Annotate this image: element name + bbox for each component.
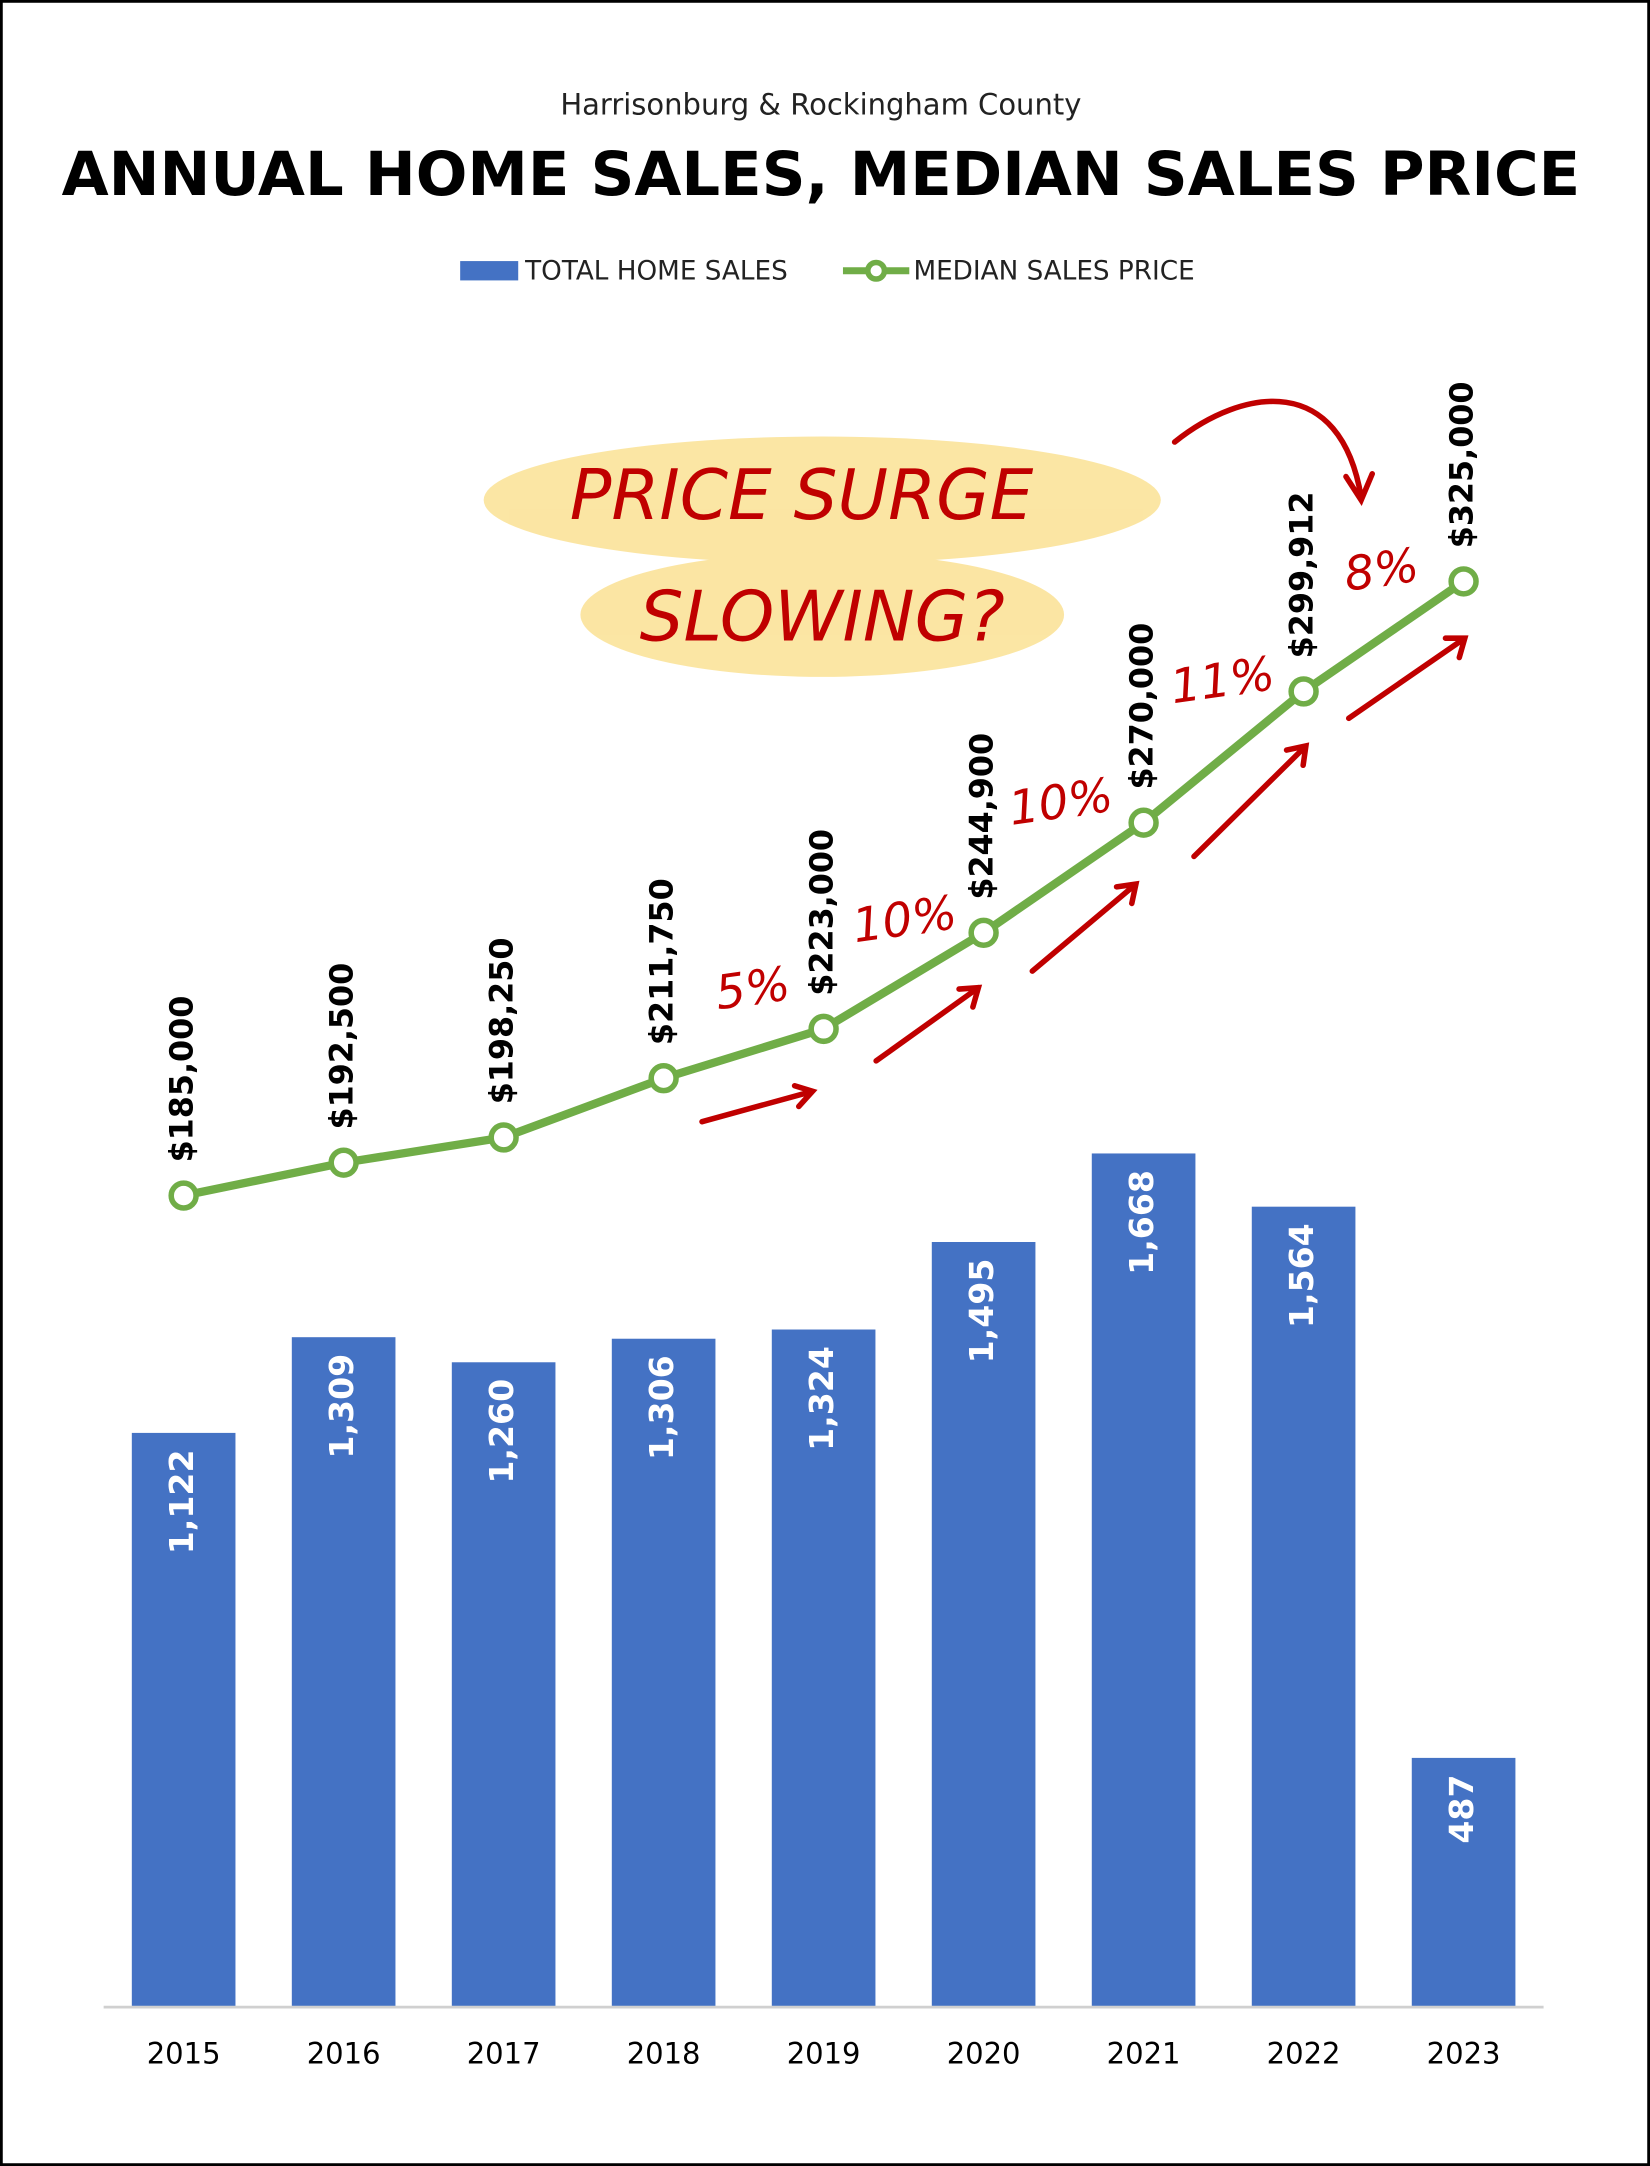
arrows bbox=[699, 398, 1469, 1125]
bar bbox=[931, 1242, 1036, 2008]
chart-subtitle: Harrisonburg & Rockingham County bbox=[560, 87, 1081, 121]
x-tick-label: 2016 bbox=[307, 2036, 381, 2070]
price-point bbox=[1128, 807, 1159, 838]
price-point bbox=[968, 917, 999, 948]
bar bbox=[291, 1337, 396, 2008]
price-point bbox=[488, 1122, 519, 1153]
price-value-label: $211,750 bbox=[645, 878, 681, 1045]
x-tick-label: 2015 bbox=[147, 2036, 221, 2070]
bar-value-label: 1,309 bbox=[322, 1354, 361, 1459]
highlight bbox=[483, 436, 1161, 677]
price-value-label: $299,912 bbox=[1285, 492, 1321, 659]
price-value-label: $244,900 bbox=[965, 733, 1001, 900]
annotation: PRICE SURGE bbox=[570, 456, 1034, 536]
bar-value-label: 1,495 bbox=[962, 1259, 1001, 1364]
legend-label: MEDIAN SALES PRICE bbox=[913, 257, 1194, 287]
bar bbox=[1251, 1206, 1356, 2008]
x-tick-label: 2020 bbox=[947, 2036, 1021, 2070]
bar bbox=[611, 1338, 716, 2008]
bar-value-label: 1,306 bbox=[642, 1355, 681, 1460]
price-point bbox=[1448, 566, 1479, 597]
price-value-label: $325,000 bbox=[1445, 381, 1481, 548]
bar-value-label: 1,122 bbox=[162, 1449, 201, 1554]
price-value-label: $270,000 bbox=[1125, 623, 1161, 790]
bar-value-label: 1,260 bbox=[482, 1379, 521, 1484]
x-tick-label: 2017 bbox=[467, 2036, 541, 2070]
x-tick-label: 2021 bbox=[1107, 2036, 1181, 2070]
x-tick-label: 2023 bbox=[1427, 2036, 1501, 2070]
bar bbox=[1411, 1757, 1516, 2008]
x-tick-label: 2018 bbox=[627, 2036, 701, 2070]
price-value-label: $223,000 bbox=[805, 829, 841, 996]
annotation: 8% bbox=[1341, 538, 1422, 603]
bar bbox=[451, 1362, 556, 2008]
bar-value-label: 1,564 bbox=[1282, 1223, 1321, 1328]
chart-title: ANNUAL HOME SALES, MEDIAN SALES PRICE bbox=[62, 140, 1581, 210]
price-point bbox=[168, 1180, 199, 1211]
price-point bbox=[648, 1063, 679, 1094]
price-point bbox=[1288, 676, 1319, 707]
annotation: 5% bbox=[712, 956, 793, 1021]
legend-swatch bbox=[460, 261, 519, 281]
bar bbox=[131, 1432, 236, 2008]
bar-value-label: 487 bbox=[1442, 1774, 1481, 1843]
annotation: SLOWING? bbox=[640, 578, 1005, 658]
x-tick-label: 2022 bbox=[1267, 2036, 1341, 2070]
price-value-label: $192,500 bbox=[325, 963, 361, 1130]
bar bbox=[1091, 1153, 1196, 2008]
bar-value-label: 1,324 bbox=[802, 1346, 841, 1451]
bar bbox=[771, 1329, 876, 2008]
price-point bbox=[328, 1147, 359, 1178]
x-tick-label: 2019 bbox=[787, 2036, 861, 2070]
legend-swatch bbox=[865, 259, 888, 282]
price-value-label: $198,250 bbox=[485, 938, 521, 1105]
legend-label: TOTAL HOME SALES bbox=[524, 257, 788, 287]
price-value-label: $185,000 bbox=[165, 996, 201, 1163]
price-point bbox=[808, 1013, 839, 1045]
bar-value-label: 1,668 bbox=[1122, 1170, 1161, 1275]
